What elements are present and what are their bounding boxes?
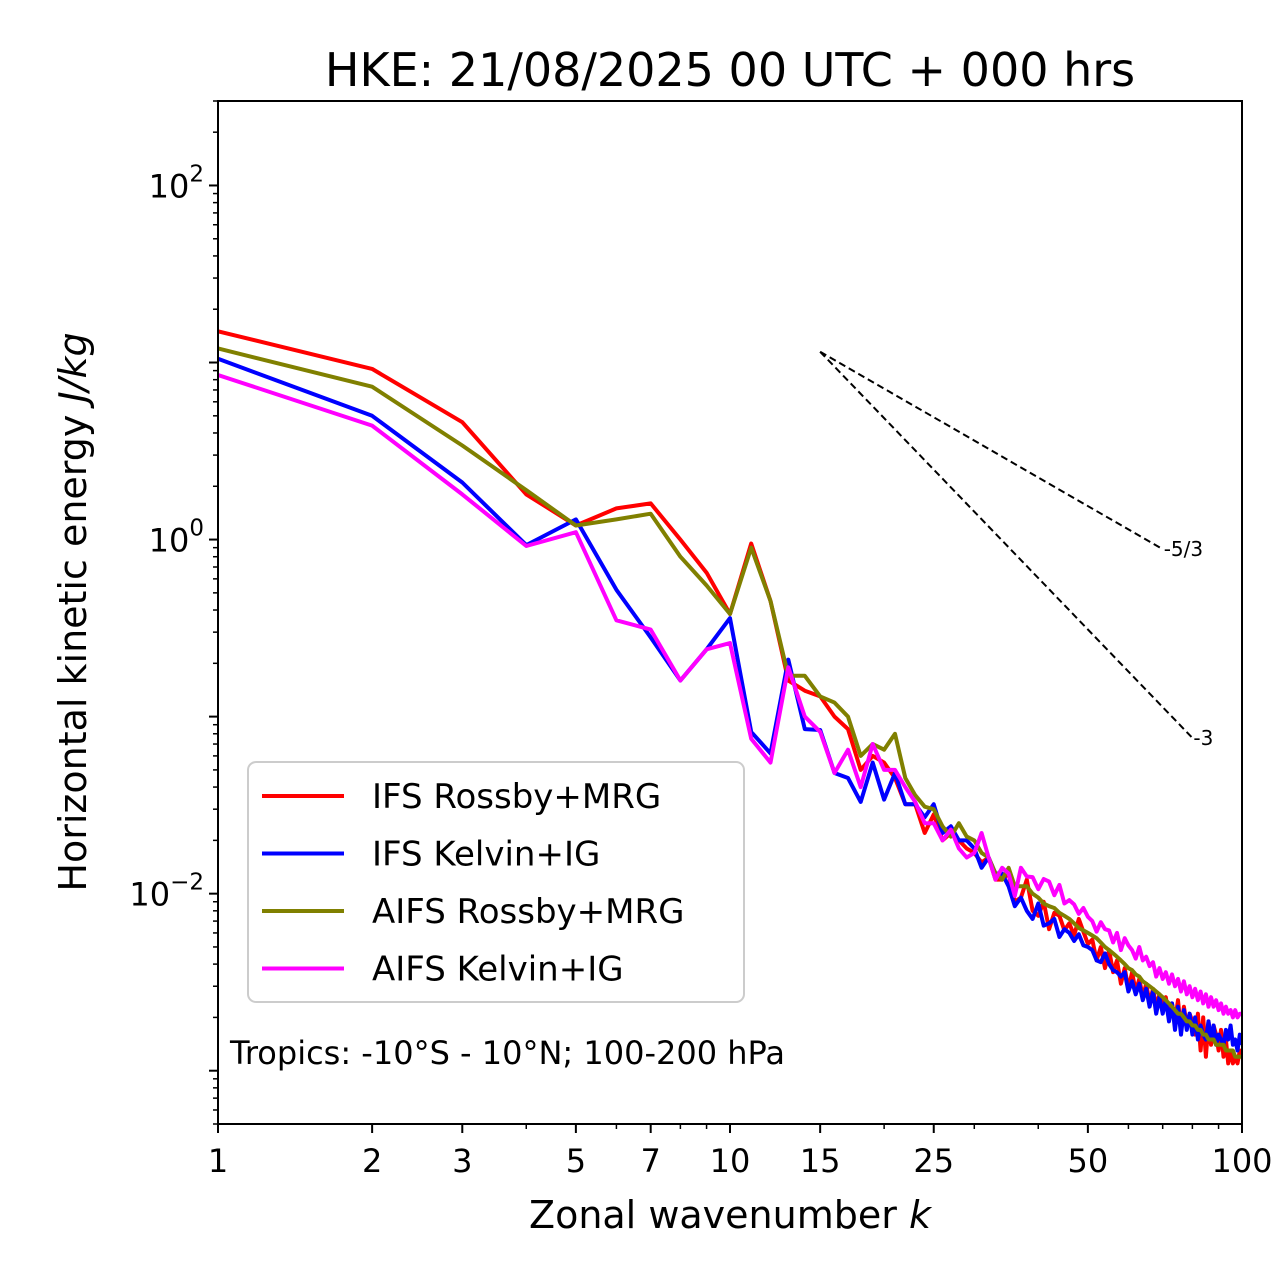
chart-title: HKE: 21/08/2025 00 UTC + 000 hrs — [325, 43, 1135, 97]
y-axis-title: Horizontal kinetic energy J/kg — [51, 332, 95, 891]
reference-slopes: -5/3 -3 — [819, 350, 1213, 750]
x-axis-ticks: 1 2 3 5 7 10 15 25 50 100 — [208, 1124, 1273, 1180]
x-tick-label: 7 — [641, 1142, 661, 1180]
plot-area: -5/3 -3 — [217, 100, 1243, 1125]
series-lines — [218, 329, 1242, 1066]
y-tick-label: 102 — [149, 161, 204, 205]
x-tick-label: 3 — [452, 1142, 472, 1180]
series-line-aifs-kelvin-ig — [218, 373, 1242, 1020]
reference-slope-label-2: -3 — [1193, 726, 1213, 750]
x-tick-label: 25 — [913, 1142, 954, 1180]
x-axis-label: Zonal wavenumber — [529, 1193, 897, 1237]
x-tick-label: 5 — [566, 1142, 586, 1180]
x-axis-symbol: k — [909, 1193, 933, 1237]
reference-slope-line-1 — [819, 350, 1164, 551]
x-tick-label: 15 — [800, 1142, 841, 1180]
x-tick-label: 50 — [1068, 1142, 1109, 1180]
legend-label: AIFS Rossby+MRG — [372, 892, 684, 932]
y-axis-label: Horizontal kinetic energy — [51, 415, 95, 892]
x-tick-label: 1 — [208, 1142, 228, 1180]
legend-label: IFS Kelvin+IG — [372, 835, 600, 875]
x-axis-title: Zonal wavenumber k — [529, 1193, 933, 1237]
region-annotation: Tropics: -10°S - 10°N; 100-200 hPa — [229, 1034, 785, 1072]
legend: IFS Rossby+MRG IFS Kelvin+IG AIFS Rossby+M… — [247, 761, 745, 1003]
y-axis-units: J/kg — [51, 332, 95, 409]
series-line-aifs-rossby-mrg — [218, 346, 1242, 1059]
legend-label: AIFS Kelvin+IG — [372, 950, 624, 990]
reference-slope-label-1: -5/3 — [1164, 537, 1203, 561]
y-tick-label: 10−2 — [129, 870, 204, 914]
y-tick-label: 100 — [149, 516, 204, 560]
legend-frame — [247, 761, 745, 1003]
legend-label: IFS Rossby+MRG — [372, 777, 661, 817]
x-tick-label: 10 — [710, 1142, 751, 1180]
y-axis-ticks: 102 100 10−2 — [129, 100, 218, 1125]
reference-slope-line-2 — [819, 351, 1194, 739]
x-tick-label: 100 — [1211, 1142, 1272, 1180]
x-tick-label: 2 — [362, 1142, 382, 1180]
